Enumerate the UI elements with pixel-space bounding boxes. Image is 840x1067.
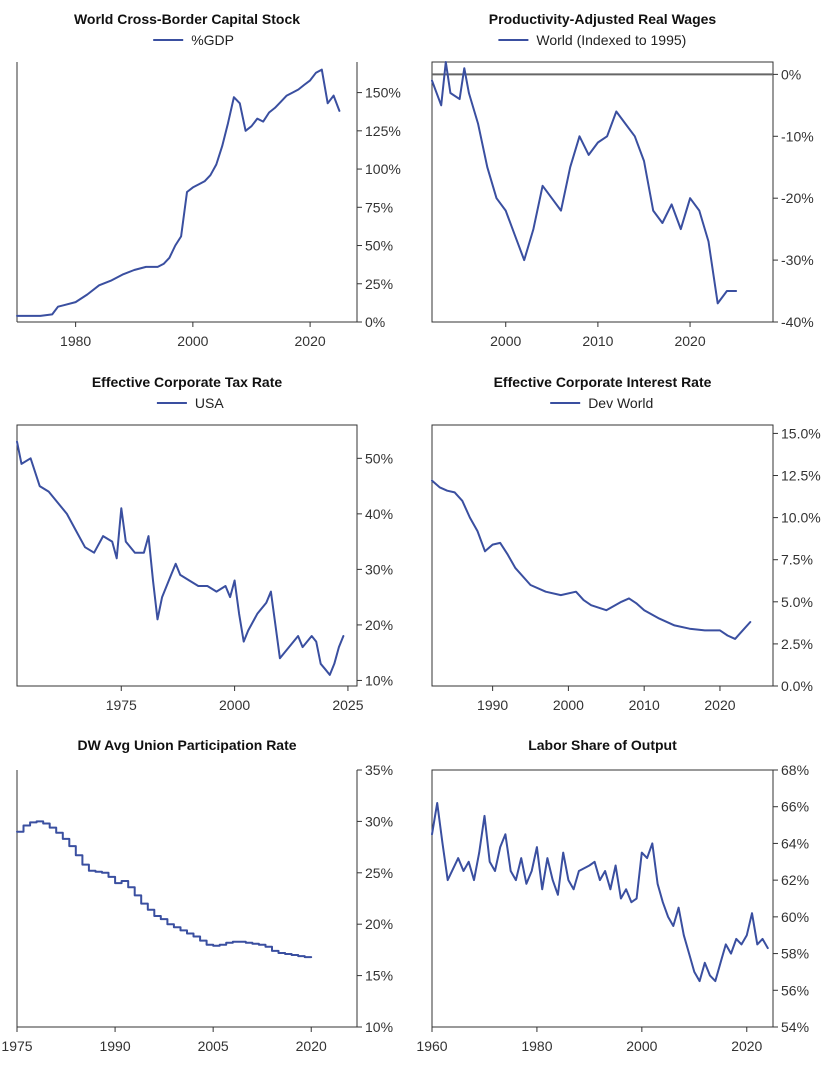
legend-label: USA [195,395,224,411]
y-tick-label: 54% [781,1019,809,1035]
chart-title: Effective Corporate Interest Rate [494,374,712,390]
y-tick-label: 10% [365,1019,393,1035]
x-tick-label: 2005 [198,1038,229,1054]
chart-panel-2: Productivity-Adjusted Real Wages World (I… [431,11,814,349]
x-tick-label: 1980 [521,1038,552,1054]
legend: Dev World [550,395,653,411]
x-tick-label: 2020 [296,1038,327,1054]
x-tick-label: 1975 [1,1038,32,1054]
series-line-1 [431,802,769,983]
chart-panel-1: World Cross-Border Capital Stock %GDP 0% 25… [16,11,401,349]
x-tick-label: 1990 [99,1038,130,1054]
y-tick-label: 0.0% [781,678,813,694]
plot-frame [16,424,358,687]
y-tick-label: 12.5% [781,468,821,484]
x-tick-label: 2010 [582,333,613,349]
chart-panel-3: Effective Corporate Tax Rate USA 10% 20% 30%… [16,374,393,713]
y-tick-label: 66% [781,799,809,815]
x-tick-label: 2000 [177,333,208,349]
legend-label: World (Indexed to 1995) [536,32,686,48]
y-tick-label: 20% [365,617,393,633]
x-tick-label: 1980 [60,333,91,349]
plot-frame [431,424,774,687]
y-tick-label: 20% [365,916,393,932]
series-line-1 [16,440,345,676]
x-tick-label: 2010 [629,697,660,713]
plot-frame [431,769,774,1028]
legend: World (Indexed to 1995) [498,32,686,48]
y-tick-label: 75% [365,199,393,215]
y-tick-label: 125% [365,123,401,139]
legend: %GDP [153,32,234,48]
y-tick-label: 58% [781,946,809,962]
y-tick-label: 25% [365,276,393,292]
x-tick-label: 2000 [553,697,584,713]
chart-title: Effective Corporate Tax Rate [92,374,283,390]
y-tick-label: 35% [365,762,393,778]
x-tick-label: 2000 [626,1038,657,1054]
y-tick-label: -10% [781,128,814,144]
plot-frame [431,61,774,323]
x-tick-label: 2020 [731,1038,762,1054]
chart-title: DW Avg Union Participation Rate [77,737,296,753]
y-tick-label: 64% [781,835,809,851]
y-tick-label: -30% [781,252,814,268]
y-tick-label: -20% [781,190,814,206]
y-tick-label: 62% [781,872,809,888]
y-tick-label: 10.0% [781,510,821,526]
y-tick-label: 100% [365,161,401,177]
x-tick-label: 1975 [106,697,137,713]
legend-label: %GDP [191,32,234,48]
chart-panel-4: Effective Corporate Interest Rate Dev Wor… [431,374,821,713]
x-tick-label: 1990 [477,697,508,713]
x-tick-label: 2020 [674,333,705,349]
y-tick-label: 5.0% [781,594,813,610]
x-tick-label: 2020 [295,333,326,349]
y-tick-label: 7.5% [781,552,813,568]
y-tick-label: 60% [781,909,809,925]
y-tick-label: 40% [365,506,393,522]
x-tick-label: 2025 [332,697,363,713]
chart-title: World Cross-Border Capital Stock [74,11,300,27]
chart-panel-6: Labor Share of Output 54% 56% 58% 60% 62% 64% 6… [416,737,809,1054]
legend-label: Dev World [588,395,653,411]
chart-title: Labor Share of Output [528,737,677,753]
x-tick-label: 2000 [490,333,521,349]
y-tick-label: -40% [781,314,814,330]
series-line-1 [16,820,313,959]
y-tick-label: 50% [365,238,393,254]
x-tick-label: 2000 [219,697,250,713]
x-tick-label: 2020 [704,697,735,713]
chart-panel-5: DW Avg Union Participation Rate 10% 15% 20%… [1,737,393,1054]
y-tick-label: 50% [365,450,393,466]
y-tick-label: 68% [781,762,809,778]
y-tick-label: 15% [365,968,393,984]
y-tick-label: 0% [781,66,801,82]
y-tick-label: 0% [365,314,385,330]
y-tick-label: 150% [365,85,401,101]
y-tick-label: 56% [781,982,809,998]
series-line-1 [431,479,752,640]
y-tick-label: 2.5% [781,636,813,652]
y-tick-label: 10% [365,672,393,688]
y-tick-label: 30% [365,813,393,829]
chart-title: Productivity-Adjusted Real Wages [489,11,717,27]
y-tick-label: 15.0% [781,425,821,441]
legend: USA [156,395,224,411]
y-tick-label: 25% [365,865,393,881]
series-line-1 [16,68,341,317]
series-line-1 [431,61,738,305]
x-tick-label: 1960 [416,1038,447,1054]
y-tick-label: 30% [365,561,393,577]
